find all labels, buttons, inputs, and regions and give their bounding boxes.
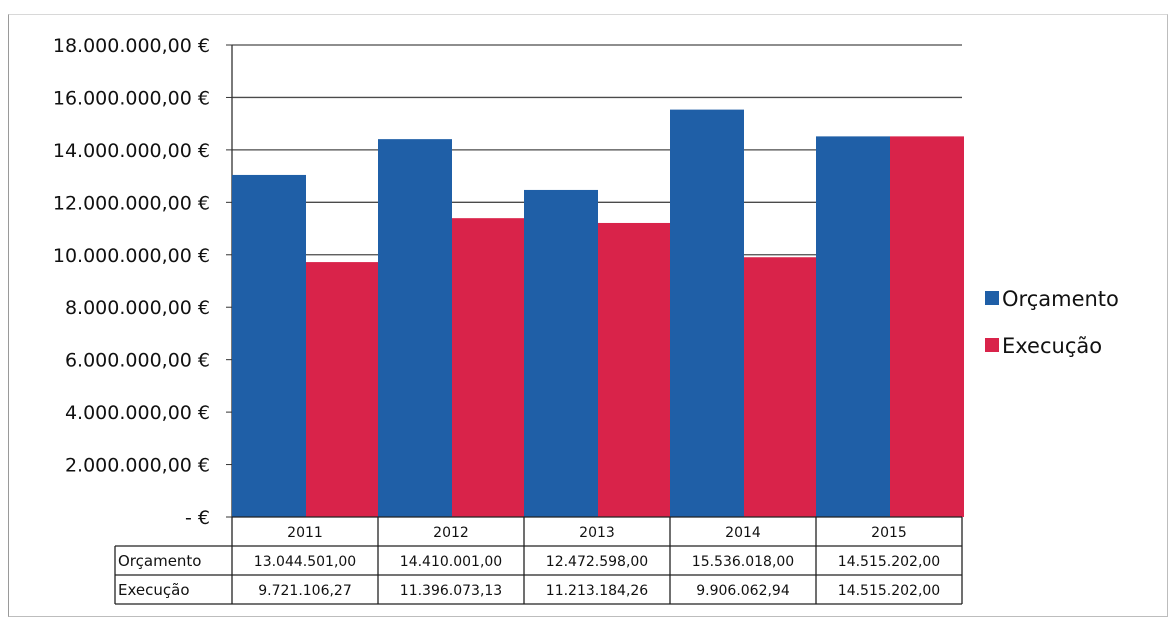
bar-orcamento — [524, 189, 598, 517]
x-category-label: 2014 — [725, 525, 761, 541]
table-cell: 12.472.598,00 — [546, 554, 648, 570]
legend-label: Execução — [1002, 334, 1102, 358]
y-tick-label: 14.000.000,00 € — [53, 140, 210, 162]
bar-orcamento — [670, 109, 744, 517]
legend-label: Orçamento — [1002, 287, 1119, 311]
y-tick-label: 16.000.000,00 € — [53, 87, 210, 109]
y-tick-label: 10.000.000,00 € — [53, 245, 210, 267]
table-cell: 14.410.001,00 — [400, 554, 502, 570]
x-category-label: 2012 — [433, 525, 469, 541]
table-row-label: Orçamento — [118, 552, 202, 570]
table-cell: 9.721.106,27 — [258, 583, 352, 599]
table-cell: 11.396.073,13 — [400, 583, 502, 599]
bar-orcamento — [816, 136, 890, 517]
y-tick-label: 18.000.000,00 € — [53, 35, 210, 57]
bar-execucao — [452, 218, 526, 518]
table-cell: 13.044.501,00 — [254, 554, 356, 570]
y-tick-label: 2.000.000,00 € — [65, 455, 210, 477]
legend-swatch-orcamento — [985, 291, 999, 305]
y-tick-label: 12.000.000,00 € — [53, 192, 210, 214]
bar-orcamento — [378, 139, 452, 517]
bar-execucao — [598, 222, 672, 517]
table-row-label: Execução — [118, 581, 190, 599]
x-category-label: 2015 — [871, 525, 907, 541]
table-cell: 15.536.018,00 — [692, 554, 794, 570]
x-category-label: 2011 — [287, 525, 323, 541]
table-cell: 14.515.202,00 — [838, 583, 940, 599]
y-tick-label: 8.000.000,00 € — [65, 297, 210, 319]
y-tick-label: 6.000.000,00 € — [65, 350, 210, 372]
table-cell: 11.213.184,26 — [546, 583, 649, 599]
bar-execucao — [744, 257, 818, 517]
legend-swatch-execucao — [985, 338, 999, 352]
bar-orcamento — [232, 174, 306, 517]
y-tick-label: - € — [185, 507, 210, 529]
bar-execucao — [306, 262, 380, 517]
bar-execucao — [890, 136, 964, 517]
x-category-label: 2013 — [579, 525, 615, 541]
chart-frame — [8, 14, 1168, 617]
table-cell: 9.906.062,94 — [696, 583, 790, 599]
table-cell: 14.515.202,00 — [838, 554, 940, 570]
y-tick-label: 4.000.000,00 € — [65, 402, 210, 424]
